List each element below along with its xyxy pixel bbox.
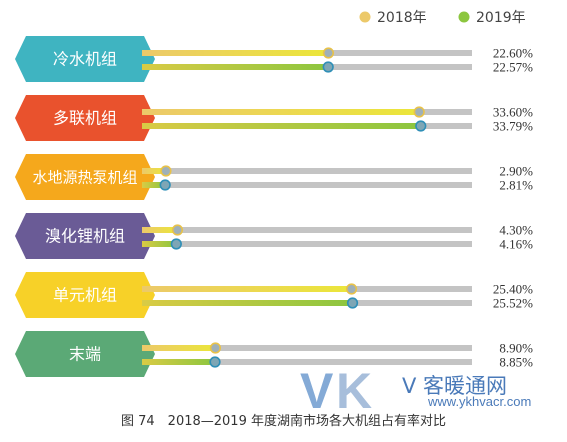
category-badge [15,272,155,318]
bar-2019 [142,359,216,365]
chart-row: 单元机组 25.40%25.52% [15,272,533,318]
bar-2019 [142,241,177,247]
data-label: 2.81% [499,178,533,193]
bar-2018 [142,168,166,174]
bar-marker-2019 [159,179,171,191]
watermark-url: www.ykhvacr.com [428,394,532,409]
bar-marker-2019 [322,61,334,73]
bar-track [142,227,472,233]
bar-track [142,345,472,351]
bar-track [142,168,472,174]
legend-marker-2 [458,11,470,23]
data-label: 8.90% [499,341,533,356]
bar-marker-2019 [415,120,427,132]
data-label: 2.90% [499,164,533,179]
bar-2019 [142,64,329,70]
bar-marker-2019 [170,238,182,250]
category-badge [15,95,155,141]
legend-label-2: 2019年 [476,10,526,26]
category-badge [15,154,155,200]
bar-track [142,359,472,365]
data-label: 4.16% [499,237,533,252]
bar-2019 [142,123,421,129]
chart-row: 溴化锂机组 4.30%4.16% [15,213,533,259]
bar-marker-2019 [346,297,359,309]
category-label: 单元机组 [53,286,117,305]
data-label: 25.40% [493,282,533,297]
watermark-brand: V 客暖通网 [402,374,508,398]
bar-marker-2018 [171,224,184,236]
data-label: 22.60% [493,46,533,61]
category-label: 末端 [69,345,101,364]
category-label: 冷水机组 [53,50,117,69]
data-label: 33.79% [493,119,533,134]
legend-marker-1 [359,11,371,23]
bar-2019 [142,182,166,188]
bar-marker-2018 [413,106,425,118]
bar-2018 [142,50,329,56]
bar-track [142,182,472,188]
legend-label-1: 2018年 [377,10,427,26]
bar-2018 [142,227,178,233]
category-badge [15,36,155,82]
category-badge [15,213,155,259]
bar-marker-2018 [160,165,172,177]
bar-2018 [142,345,216,351]
data-label: 8.85% [499,355,533,370]
category-badge [15,331,155,377]
category-label: 多联机组 [53,109,117,128]
bar-track [142,241,472,247]
watermark-logo-k: K [336,363,373,419]
bar-marker-2019 [209,356,221,368]
bar-2019 [142,300,353,306]
figure-caption: 图 74 2018—2019 年度湖南市场各大机组占有率对比 [121,414,446,429]
chart-row: 水地源热泵机组 2.90%2.81% [15,154,533,200]
category-label: 水地源热泵机组 [32,169,137,187]
chart: 2018年 2019年 冷水机组 22.60%22.57% 多联机组 33.60%33.… [15,10,533,377]
legend: 2018年 2019年 [359,10,526,26]
bar-marker-2018 [345,283,358,295]
watermark: V K V 客暖通网 www.ykhvacr.com [300,363,562,419]
category-label: 溴化锂机组 [45,227,125,246]
bar-2018 [142,286,352,292]
chart-row: 多联机组 33.60%33.79% [15,95,533,141]
watermark-logo-v: V [300,363,334,419]
data-label: 22.57% [493,60,533,75]
data-label: 25.52% [493,296,533,311]
data-label: 33.60% [493,105,533,120]
chart-row: 冷水机组 22.60%22.57% [15,36,533,82]
chart-row: 末端 8.90%8.85% [15,331,533,377]
bar-2018 [142,109,420,115]
data-label: 4.30% [499,223,533,238]
bar-marker-2018 [322,47,335,59]
bar-marker-2018 [209,342,222,354]
